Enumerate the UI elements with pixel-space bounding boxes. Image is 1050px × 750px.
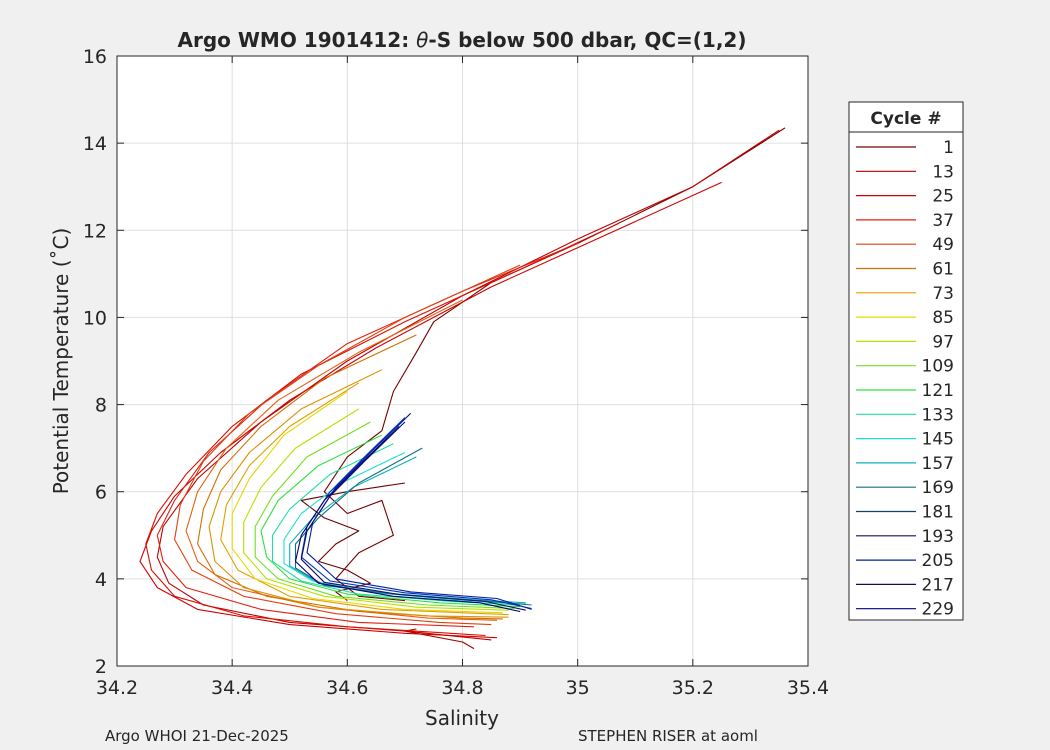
y-tick-label: 12	[83, 220, 107, 242]
profile-line	[294, 426, 521, 613]
chart-title-theta: θ	[416, 28, 428, 52]
profile-line	[271, 443, 521, 606]
y-tick-label: 8	[95, 395, 107, 417]
x-tick-label: 35.2	[672, 677, 714, 699]
legend-entry: 145	[856, 430, 954, 450]
legend-entry: 157	[856, 454, 954, 474]
profile-line	[243, 408, 509, 611]
x-tick-label: 35	[566, 677, 590, 699]
profile-line	[300, 421, 526, 611]
legend-entry: 121	[856, 381, 954, 401]
legend-label: 49	[932, 235, 954, 255]
profile-line	[231, 391, 503, 614]
footer-right-annotation: STEPHEN RISER at aoml	[578, 727, 758, 745]
legend-label: 97	[932, 332, 954, 352]
legend-label: 109	[922, 357, 954, 377]
legend-label: 25	[932, 187, 954, 207]
legend-label: 145	[922, 430, 954, 450]
chart-title-suffix: -S below 500 dbar, QC=(1,2)	[428, 28, 746, 52]
profile-line	[156, 242, 578, 628]
legend-title: Cycle #	[870, 109, 941, 129]
profile-line	[260, 434, 521, 608]
x-tick-label: 34.2	[96, 677, 138, 699]
chart-title: Argo WMO 1901412: θ-S below 500 dbar, QC…	[178, 28, 747, 52]
profile-line	[254, 421, 515, 610]
profile-line	[174, 264, 521, 626]
legend-label: 229	[922, 600, 954, 620]
legend-entry: 217	[856, 575, 954, 595]
x-tick-label: 34.8	[441, 677, 483, 699]
legend-box	[848, 101, 964, 621]
legend-label: 85	[932, 308, 954, 328]
legend-entry: 61	[856, 260, 954, 280]
legend-label: 193	[922, 527, 954, 547]
y-tick-label: 4	[95, 569, 107, 591]
legend-entry: 73	[856, 284, 954, 304]
y-tick-label: 2	[95, 656, 107, 678]
legend-entry: 169	[856, 478, 954, 498]
y-tick-label: 16	[83, 46, 107, 68]
legend-entry: 25	[856, 187, 954, 207]
series-layer	[139, 127, 786, 650]
legend-label: 37	[932, 211, 954, 231]
chart-title-prefix: Argo WMO 1901412:	[178, 28, 417, 52]
legend-label: 205	[922, 551, 954, 571]
legend-entry: 193	[856, 527, 954, 547]
profile-line	[145, 223, 619, 637]
legend-entry: 13	[856, 162, 954, 182]
profile-line	[208, 369, 509, 618]
profile-line	[220, 382, 509, 616]
legend-label: 181	[922, 503, 954, 523]
legend-entry: 181	[856, 503, 954, 523]
legend-entry: 37	[856, 211, 954, 231]
profile-line	[306, 412, 532, 610]
x-tick-label: 34.4	[211, 677, 253, 699]
y-tick-label: 14	[83, 133, 107, 155]
footer-left-annotation: Argo WHOI 21-Dec-2025	[105, 727, 289, 745]
legend-entries: 1 13 25 37 49 61 73 85 97 109 121 133 145 157 169 181 19…	[856, 138, 954, 620]
legend-label: 217	[922, 575, 954, 595]
profile-line	[139, 181, 722, 639]
legend-entry: 229	[856, 600, 954, 620]
x-tick-label: 34.6	[326, 677, 368, 699]
legend-entry: 97	[856, 332, 954, 352]
legend-label: 169	[922, 478, 954, 498]
legend-entry: 109	[856, 357, 954, 377]
profile-line	[300, 482, 405, 602]
x-axis-label: Salinity	[425, 706, 499, 730]
legend-label: 61	[932, 260, 954, 280]
legend-entry: 205	[856, 551, 954, 571]
legend-entry: 85	[856, 308, 954, 328]
legend-entry: 133	[856, 405, 954, 425]
legend-label: 1	[943, 138, 954, 158]
y-tick-labels: 2 4 6 8 10 12 14 16	[83, 46, 107, 678]
legend-label: 157	[922, 454, 954, 474]
legend-entry: 1	[856, 138, 954, 158]
y-tick-label: 10	[83, 307, 107, 329]
ticks	[116, 55, 809, 667]
legend-entry: 49	[856, 235, 954, 255]
y-axis-label: Potential Temperature (˚C)	[49, 228, 73, 495]
y-tick-label: 6	[95, 482, 107, 504]
legend-label: 121	[922, 381, 954, 401]
x-tick-label: 35.4	[787, 677, 829, 699]
profile-line	[283, 452, 526, 605]
x-tick-labels: 34.2 34.4 34.6 34.8 35 35.2 35.4	[96, 677, 829, 699]
legend-label: 133	[922, 405, 954, 425]
legend-label: 13	[932, 162, 954, 182]
legend-label: 73	[932, 284, 954, 304]
